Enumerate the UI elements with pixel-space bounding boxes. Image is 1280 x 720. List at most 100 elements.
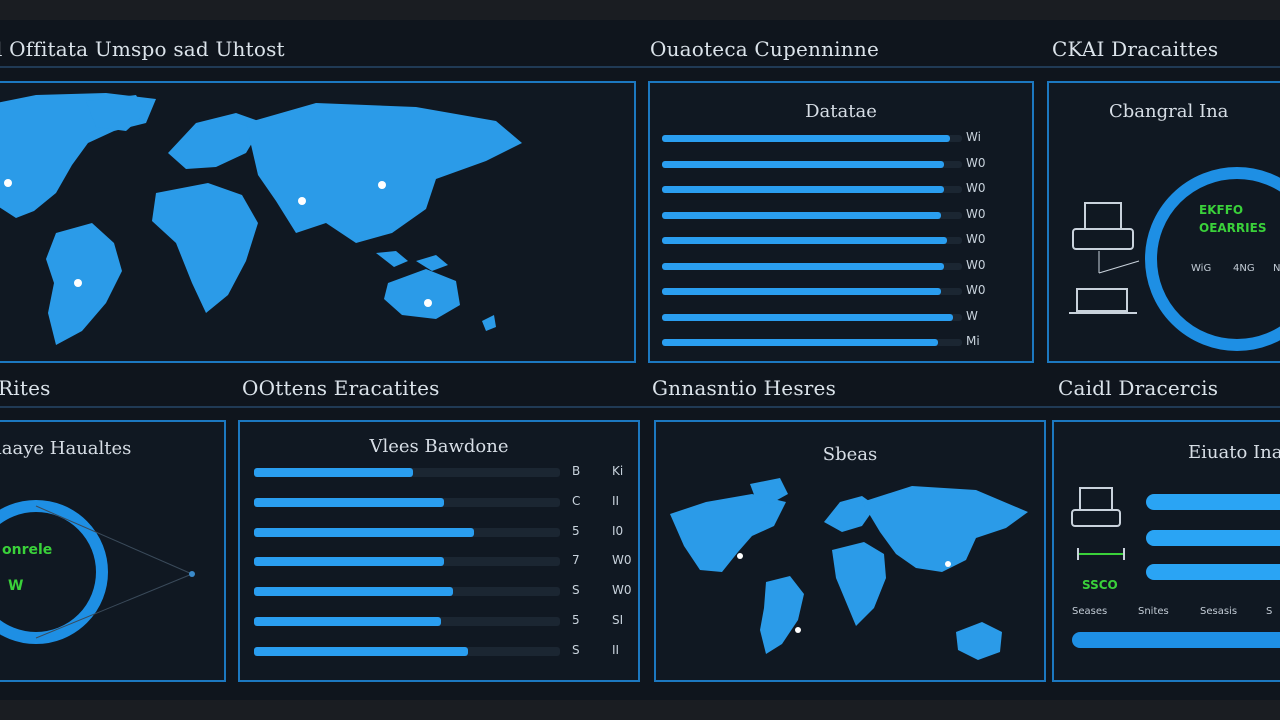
section-title-ring: CKAI Dracaittes (1052, 37, 1219, 61)
bar-fill (254, 497, 444, 507)
bar-fill (254, 646, 469, 656)
panel-title: Vlees Bawdone (369, 436, 509, 457)
bar-value: W0 (612, 553, 632, 568)
panel-title: Cbangral Ina (1109, 101, 1229, 122)
progress-bar (1146, 530, 1280, 546)
bar-fill (254, 468, 414, 477)
world-map (670, 478, 1028, 660)
bar-value: SI (612, 613, 624, 627)
small-label: S (1266, 606, 1273, 617)
panel-title: laaye Haualtes (0, 438, 132, 459)
bar-value: Mi (966, 334, 980, 348)
bar-value: Wi (966, 130, 981, 144)
bar-fill (254, 617, 441, 626)
bar-track (662, 160, 962, 168)
section-title: Caidl Dracercis (1058, 376, 1219, 400)
bar-value: B (572, 464, 581, 478)
top-strip (0, 0, 1280, 20)
panel-title: Datatae (805, 101, 877, 122)
bar-value: C (572, 493, 581, 508)
progress-bar (1146, 494, 1280, 510)
bar-value: W0 (966, 181, 986, 195)
printer-icon (1072, 486, 1122, 528)
bar-track (662, 339, 962, 346)
bar-fill (662, 313, 953, 321)
bar-value: W0 (966, 206, 986, 221)
bar-track (662, 288, 962, 295)
world-map-panel-small[interactable]: Sbeas (654, 420, 1046, 682)
laptop-icon (1069, 287, 1139, 315)
printer-icon (1073, 201, 1133, 251)
panel-title: Sbeas (822, 444, 878, 465)
small-label: NG (1273, 263, 1280, 274)
bar-fill (662, 237, 947, 244)
status-label: SSCO (1082, 578, 1118, 592)
section-title: OOttens Eracatites (242, 376, 440, 400)
world-map-panel[interactable] (0, 81, 636, 363)
bar-list-panel: Datatae Wi W0 W0 W0 W0 W0 W0 W Mi (648, 81, 1034, 363)
bar-track (254, 617, 560, 626)
status-label: EKFFO (1199, 203, 1244, 217)
bar-fill (662, 160, 944, 168)
bar-value: W (966, 308, 978, 323)
info-graphic (1071, 487, 1125, 560)
ring-graphic (1069, 167, 1280, 351)
bar-value: II (612, 642, 620, 657)
bar-track (662, 211, 962, 219)
bar-track (254, 497, 560, 507)
bar-track (662, 237, 962, 244)
dashboard-frame: l Offitata Umspo sad Uhtost Ouaoteca Cup… (0, 20, 1280, 700)
bar-value: 5 (572, 613, 580, 627)
bar-fill (662, 339, 938, 346)
small-label: 4NG (1233, 263, 1255, 274)
bar-value: W0 (966, 257, 986, 272)
bar-value: Ki (612, 464, 624, 478)
small-label: Sesasis (1200, 606, 1238, 617)
panel-title: Eiuato Ina (1188, 442, 1280, 463)
bar-value: S (572, 583, 580, 598)
small-label: Snites (1138, 606, 1169, 617)
bar-track (662, 262, 962, 270)
bar-list-panel-bottom: Vlees Bawdone B Ki C II 5 I0 7 W0 S W0 5 SI S II (238, 420, 640, 682)
bar-fill (662, 288, 941, 295)
ring-panel: Cbangral Ina EKFFO OEARRIES WiG 4NG NG (1047, 81, 1280, 363)
bar-fill (662, 135, 950, 142)
section-title: Rites (0, 376, 51, 400)
bar-track (662, 186, 962, 193)
section-title: Gnnasntio Hesres (652, 376, 837, 400)
section-title-map: l Offitata Umspo sad Uhtost (0, 37, 285, 61)
bar-track (254, 468, 560, 477)
bar-value: I0 (612, 523, 624, 538)
divider (0, 406, 1280, 408)
bar-track (254, 557, 560, 567)
bar-fill (254, 587, 453, 597)
bar-track (662, 135, 962, 142)
bar-track (662, 313, 962, 321)
status-label: onrele (2, 542, 53, 558)
divider (0, 66, 1280, 68)
ring-panel-left: laaye Haualtes onrele W (0, 420, 226, 682)
status-label: OEARRIES (1199, 221, 1267, 235)
bar-value: S (572, 642, 580, 657)
bar-value: W0 (612, 583, 632, 598)
bottom-strip (0, 700, 1280, 720)
bar-value: II (612, 493, 620, 508)
bar-value: 7 (572, 553, 580, 568)
bar-value: W0 (966, 155, 986, 170)
small-label: WiG (1191, 263, 1212, 274)
bar-fill (662, 186, 944, 193)
bar-value: W0 (966, 232, 986, 246)
bar-fill (662, 211, 941, 219)
ring-graphic (0, 500, 195, 644)
bar-track (254, 587, 560, 597)
small-label: Seases (1072, 606, 1108, 617)
bar-track (254, 527, 560, 537)
progress-bar (1146, 564, 1280, 580)
bar-track (254, 646, 560, 656)
section-title-bars: Ouaoteca Cupenninne (650, 37, 879, 61)
world-map (0, 93, 522, 345)
bar-value: W0 (966, 283, 986, 297)
status-label: W (8, 578, 24, 594)
bar-fill (662, 262, 944, 270)
bar-value: 5 (572, 523, 580, 538)
